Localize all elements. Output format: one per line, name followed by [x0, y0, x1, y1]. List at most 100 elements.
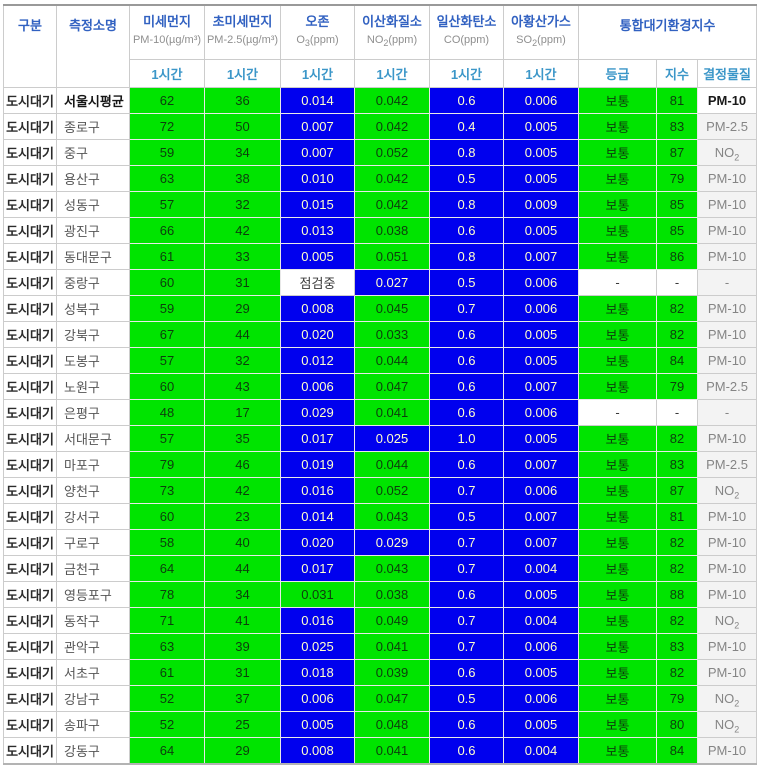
subheader-hour-o3: 1시간 [280, 59, 355, 88]
cai-grade-cell: 보통 [578, 581, 657, 608]
pollutant-value-cell: 43 [204, 373, 281, 400]
pollutant-value-cell: 0.041 [354, 633, 430, 660]
subheader-grade: 등급 [578, 59, 657, 88]
table-row: 도시대기 도봉구 57 32 0.012 0.044 0.6 0.005 보통 84 PM-10 [3, 347, 758, 374]
category-cell: 도시대기 [3, 139, 57, 166]
table-row: 도시대기 송파구 52 25 0.005 0.048 0.6 0.005 보통 80 NO2 [3, 711, 758, 738]
pollutant-value-cell: 0.014 [280, 87, 355, 114]
cai-determinant-cell: NO2 [696, 139, 758, 166]
pollutant-value-cell: 71 [129, 607, 205, 634]
cai-grade-cell: 보통 [578, 607, 657, 634]
cai-grade-cell: 보통 [578, 659, 657, 686]
pollutant-value-cell: 0.020 [280, 529, 355, 556]
cai-index-cell: - [656, 399, 698, 426]
station-name-cell: 도봉구 [56, 347, 130, 374]
pollutant-value-cell: 0.007 [503, 451, 579, 478]
station-name-cell: 서초구 [56, 659, 130, 686]
cai-grade-cell: 보통 [578, 633, 657, 660]
subheader-hour-so2: 1시간 [503, 59, 579, 88]
station-name-cell: 성북구 [56, 295, 130, 322]
pollutant-value-cell: 38 [204, 165, 281, 192]
table-row: 도시대기 강서구 60 23 0.014 0.043 0.5 0.007 보통 81 PM-10 [3, 503, 758, 530]
pollutant-value-cell: 0.048 [354, 711, 430, 738]
cai-determinant-cell: PM-10 [696, 503, 758, 530]
header-row-main: 구분 측정소명 미세먼지 PM-10(µg/m³) 초미세먼지 PM-2.5(µ… [3, 4, 758, 88]
pollutant-value-cell: 0.004 [503, 555, 579, 582]
pollutant-value-cell: 0.041 [354, 399, 430, 426]
pollutant-value-cell: 64 [129, 737, 205, 765]
cai-index-cell: 82 [656, 425, 698, 452]
pollutant-value-cell: 0.007 [280, 139, 355, 166]
table-row: 도시대기 성북구 59 29 0.008 0.045 0.7 0.006 보통 82 PM-10 [3, 295, 758, 322]
pollutant-value-cell: 0.6 [429, 87, 504, 114]
pollutant-value-cell: 0.005 [503, 113, 579, 140]
pollutant-value-cell: 29 [204, 295, 281, 322]
cai-index-cell: 79 [656, 165, 698, 192]
subheader-hour-pm25: 1시간 [204, 59, 281, 88]
col-header-pm25: 초미세먼지 PM-2.5(µg/m³) [204, 4, 281, 60]
cai-determinant-cell: PM-10 [696, 243, 758, 270]
col-header-cai-group: 통합대기환경지수 [577, 4, 758, 60]
cai-grade-cell: 보통 [578, 373, 657, 400]
table-row: 도시대기 강남구 52 37 0.006 0.047 0.5 0.006 보통 79 NO2 [3, 685, 758, 712]
pollutant-value-cell: 57 [129, 191, 205, 218]
cai-index-cell: 81 [656, 503, 698, 530]
cai-determinant-cell: PM-10 [696, 165, 758, 192]
pollutant-value-cell: 0.025 [354, 425, 430, 452]
pollutant-value-cell: 0.017 [280, 555, 355, 582]
cai-determinant-cell: PM-10 [696, 347, 758, 374]
pollutant-value-cell: 66 [129, 217, 205, 244]
cai-grade-cell: 보통 [578, 243, 657, 270]
pollutant-value-cell: 52 [129, 685, 205, 712]
cai-grade-cell: 보통 [578, 451, 657, 478]
col-header-no2: 이산화질소 NO2(ppm) [354, 4, 430, 60]
pollutant-value-cell: 0.010 [280, 165, 355, 192]
table-row: 도시대기 동대문구 61 33 0.005 0.051 0.8 0.007 보통 86 PM-10 [3, 243, 758, 270]
pollutant-value-cell: 57 [129, 347, 205, 374]
cai-index-cell: 80 [656, 711, 698, 738]
pollutant-value-cell: 0.006 [503, 269, 579, 296]
no2-label: 이산화질소 [362, 14, 422, 29]
pollutant-value-cell: 25 [204, 711, 281, 738]
pollutant-value-cell: 0.6 [429, 737, 504, 765]
cai-index-cell: 84 [656, 737, 698, 765]
station-name-cell: 강서구 [56, 503, 130, 530]
pollutant-value-cell: 1.0 [429, 425, 504, 452]
cai-index-cell: 83 [656, 113, 698, 140]
pollutant-value-cell: 0.8 [429, 139, 504, 166]
cai-index-cell: 85 [656, 217, 698, 244]
pollutant-value-cell: 0.5 [429, 685, 504, 712]
category-cell: 도시대기 [3, 399, 57, 426]
pollutant-value-cell: 0.005 [503, 321, 579, 348]
pollutant-value-cell: 0.018 [280, 659, 355, 686]
so2-unit: SO2(ppm) [516, 34, 566, 49]
cai-grade-cell: - [578, 269, 657, 296]
pollutant-value-cell: 0.006 [503, 633, 579, 660]
pollutant-value-cell: 0.6 [429, 659, 504, 686]
pollutant-value-cell: 0.006 [503, 685, 579, 712]
station-name-cell: 금천구 [56, 555, 130, 582]
pollutant-value-cell: 0.044 [354, 451, 430, 478]
station-name-cell: 종로구 [56, 113, 130, 140]
pollutant-value-cell: 0.6 [429, 711, 504, 738]
cai-determinant-cell: PM-10 [696, 659, 758, 686]
category-cell: 도시대기 [3, 711, 57, 738]
cai-index-cell: 82 [656, 321, 698, 348]
pollutant-value-cell: 35 [204, 425, 281, 452]
cai-grade-cell: 보통 [578, 477, 657, 504]
pollutant-value-cell: 0.051 [354, 243, 430, 270]
pm25-unit: PM-2.5(µg/m³) [206, 34, 279, 46]
pollutant-value-cell: 0.020 [280, 321, 355, 348]
pollutant-value-cell: 0.6 [429, 451, 504, 478]
pollutant-value-cell: 62 [129, 87, 205, 114]
pollutant-value-cell: 52 [129, 711, 205, 738]
station-name-cell: 중랑구 [56, 269, 130, 296]
pollutant-value-cell: 61 [129, 243, 205, 270]
cai-determinant-cell: PM-10 [696, 425, 758, 452]
table-row: 도시대기 노원구 60 43 0.006 0.047 0.6 0.007 보통 79 PM-2.5 [3, 373, 758, 400]
category-cell: 도시대기 [3, 737, 57, 765]
subheader-hour-pm10: 1시간 [129, 59, 205, 88]
pollutant-value-cell: 0.029 [280, 399, 355, 426]
cai-index-cell: 82 [656, 295, 698, 322]
cai-determinant-cell: PM-10 [696, 191, 758, 218]
